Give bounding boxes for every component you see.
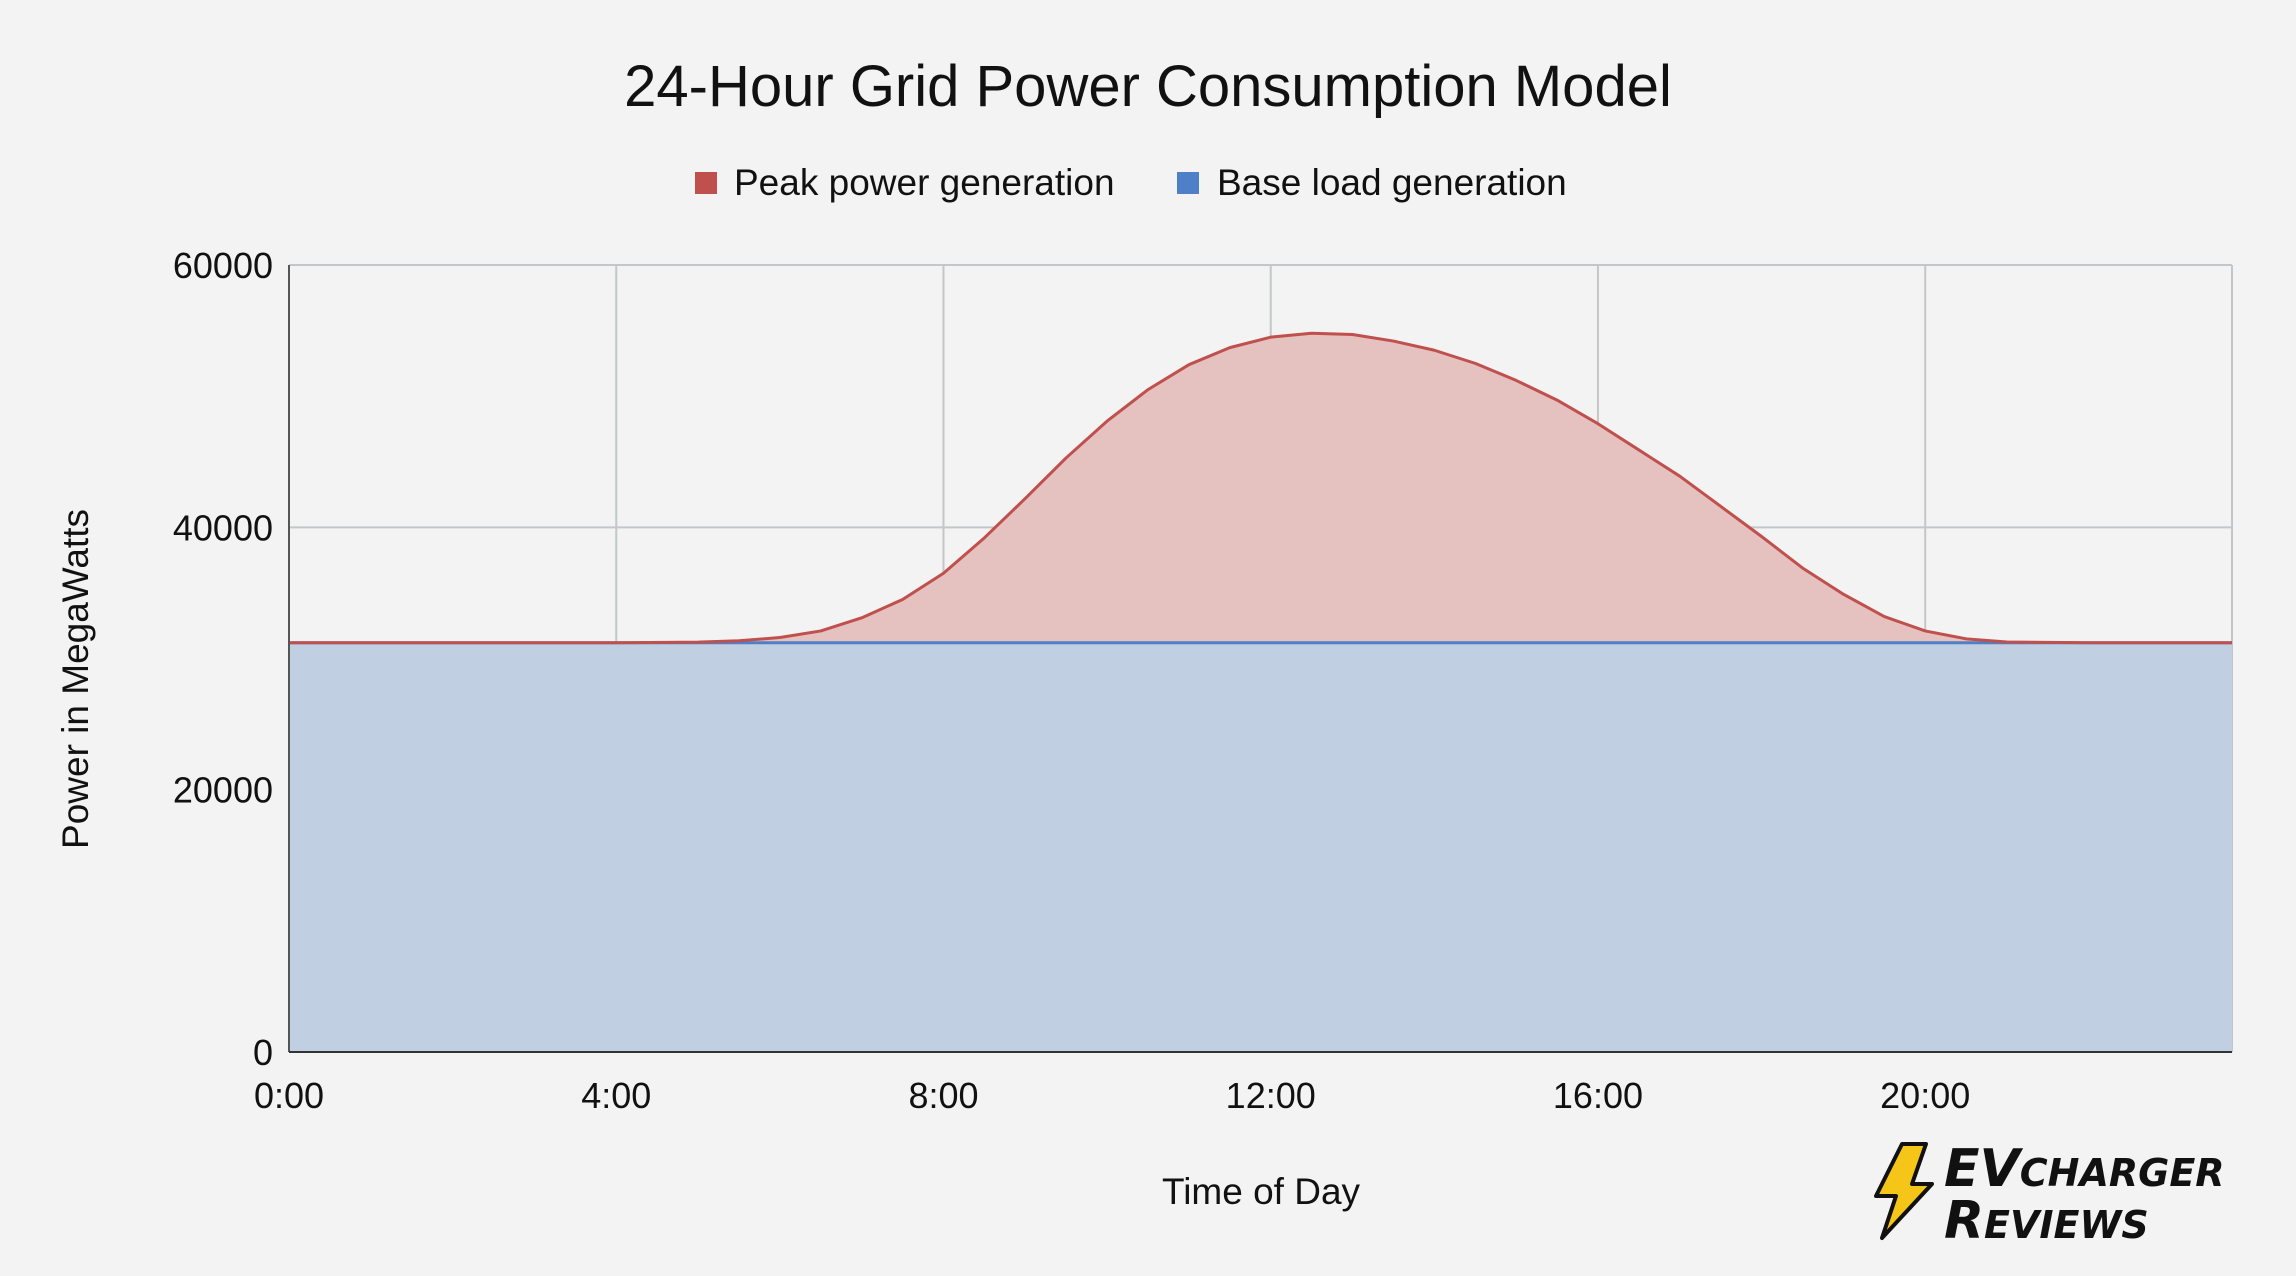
legend: Peak power generation Base load generati… [695,162,1567,203]
x-tick-label: 12:00 [1226,1075,1316,1116]
x-tick-label: 16:00 [1553,1075,1643,1116]
legend-label-peak: Peak power generation [734,162,1115,203]
x-tick-label: 0:00 [254,1075,324,1116]
legend-label-base: Base load generation [1217,162,1567,203]
legend-swatch-base [1177,172,1199,194]
series-area-peak-power [289,333,2232,643]
chart-title: 24-Hour Grid Power Consumption Model [624,54,1672,119]
lightning-bolt-icon [1874,1142,1934,1240]
logo-eviews: EVIEWS [1984,1203,2149,1247]
logo-ev: EV [1944,1139,2024,1199]
y-tick-label: 60000 [173,245,273,286]
y-tick-label: 20000 [173,770,273,811]
x-tick-label: 4:00 [581,1075,651,1116]
plot-area: 0 20000 40000 60000 0:00 4:00 8:00 12:00 16:00 20… [173,245,2233,1116]
series-line-peak-power [289,331,2232,645]
x-tick-label: 20:00 [1880,1075,1970,1116]
y-tick-label: 40000 [173,507,273,548]
logo-charger: CHARGER [2020,1151,2225,1195]
logo: EVCHARGER REVIEWS [1874,1139,2225,1251]
logo-line-1: EVCHARGER [1944,1139,2225,1199]
logo-r: R [1944,1191,1984,1251]
y-axis-title: Power in MegaWatts [55,509,96,849]
logo-line-2: REVIEWS [1944,1191,2149,1251]
y-tick-label: 0 [253,1032,273,1073]
x-tick-label: 8:00 [908,1075,978,1116]
x-axis-title: Time of Day [1162,1171,1361,1212]
legend-swatch-peak [695,172,717,194]
series-area-base-load [289,642,2232,1052]
